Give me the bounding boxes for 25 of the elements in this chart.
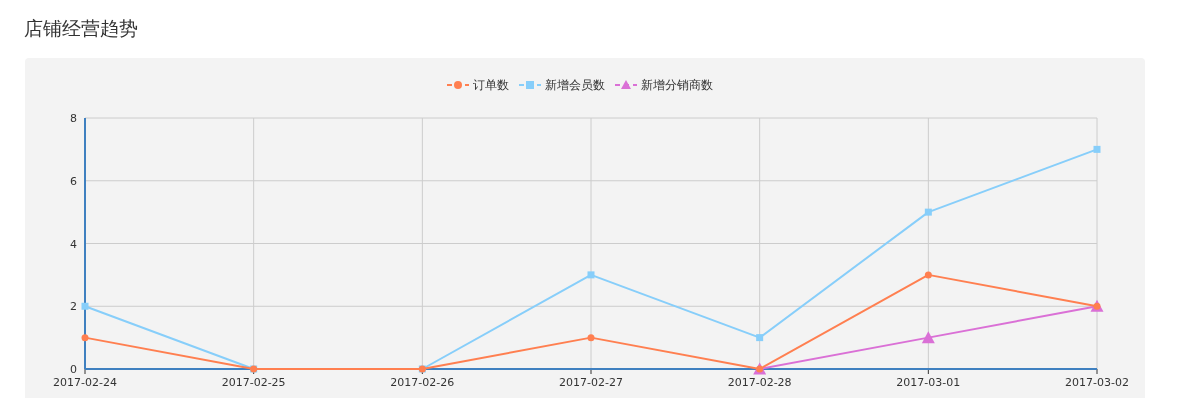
x-tick-label: 2017-02-27	[559, 376, 623, 389]
point	[921, 331, 935, 344]
legend-label: 新增分销商数	[641, 78, 713, 92]
y-tick-label: 4	[70, 237, 77, 251]
x-tick-label: 2017-02-26	[390, 376, 455, 389]
point	[1093, 145, 1101, 153]
y-tick-label: 2	[70, 300, 77, 314]
point	[756, 334, 764, 342]
point	[81, 334, 89, 342]
x-tick-label: 2017-03-02	[1065, 376, 1129, 389]
point	[924, 208, 932, 216]
point	[587, 271, 595, 279]
legend-label: 新增会员数	[545, 78, 605, 92]
point	[587, 334, 595, 342]
y-tick-label: 6	[70, 174, 77, 188]
chart-title: 店铺经营趋势	[24, 17, 138, 39]
x-tick-label: 2017-02-24	[53, 376, 117, 389]
y-tick-label: 0	[70, 363, 77, 376]
y-tick-label: 8	[70, 112, 77, 125]
legend-label: 订单数	[473, 78, 509, 92]
x-tick-label: 2017-02-28	[727, 376, 792, 389]
x-tick-label: 2017-02-25	[221, 376, 286, 389]
point	[81, 302, 89, 310]
x-tick-label: 2017-03-01	[896, 376, 961, 389]
point	[924, 271, 932, 279]
